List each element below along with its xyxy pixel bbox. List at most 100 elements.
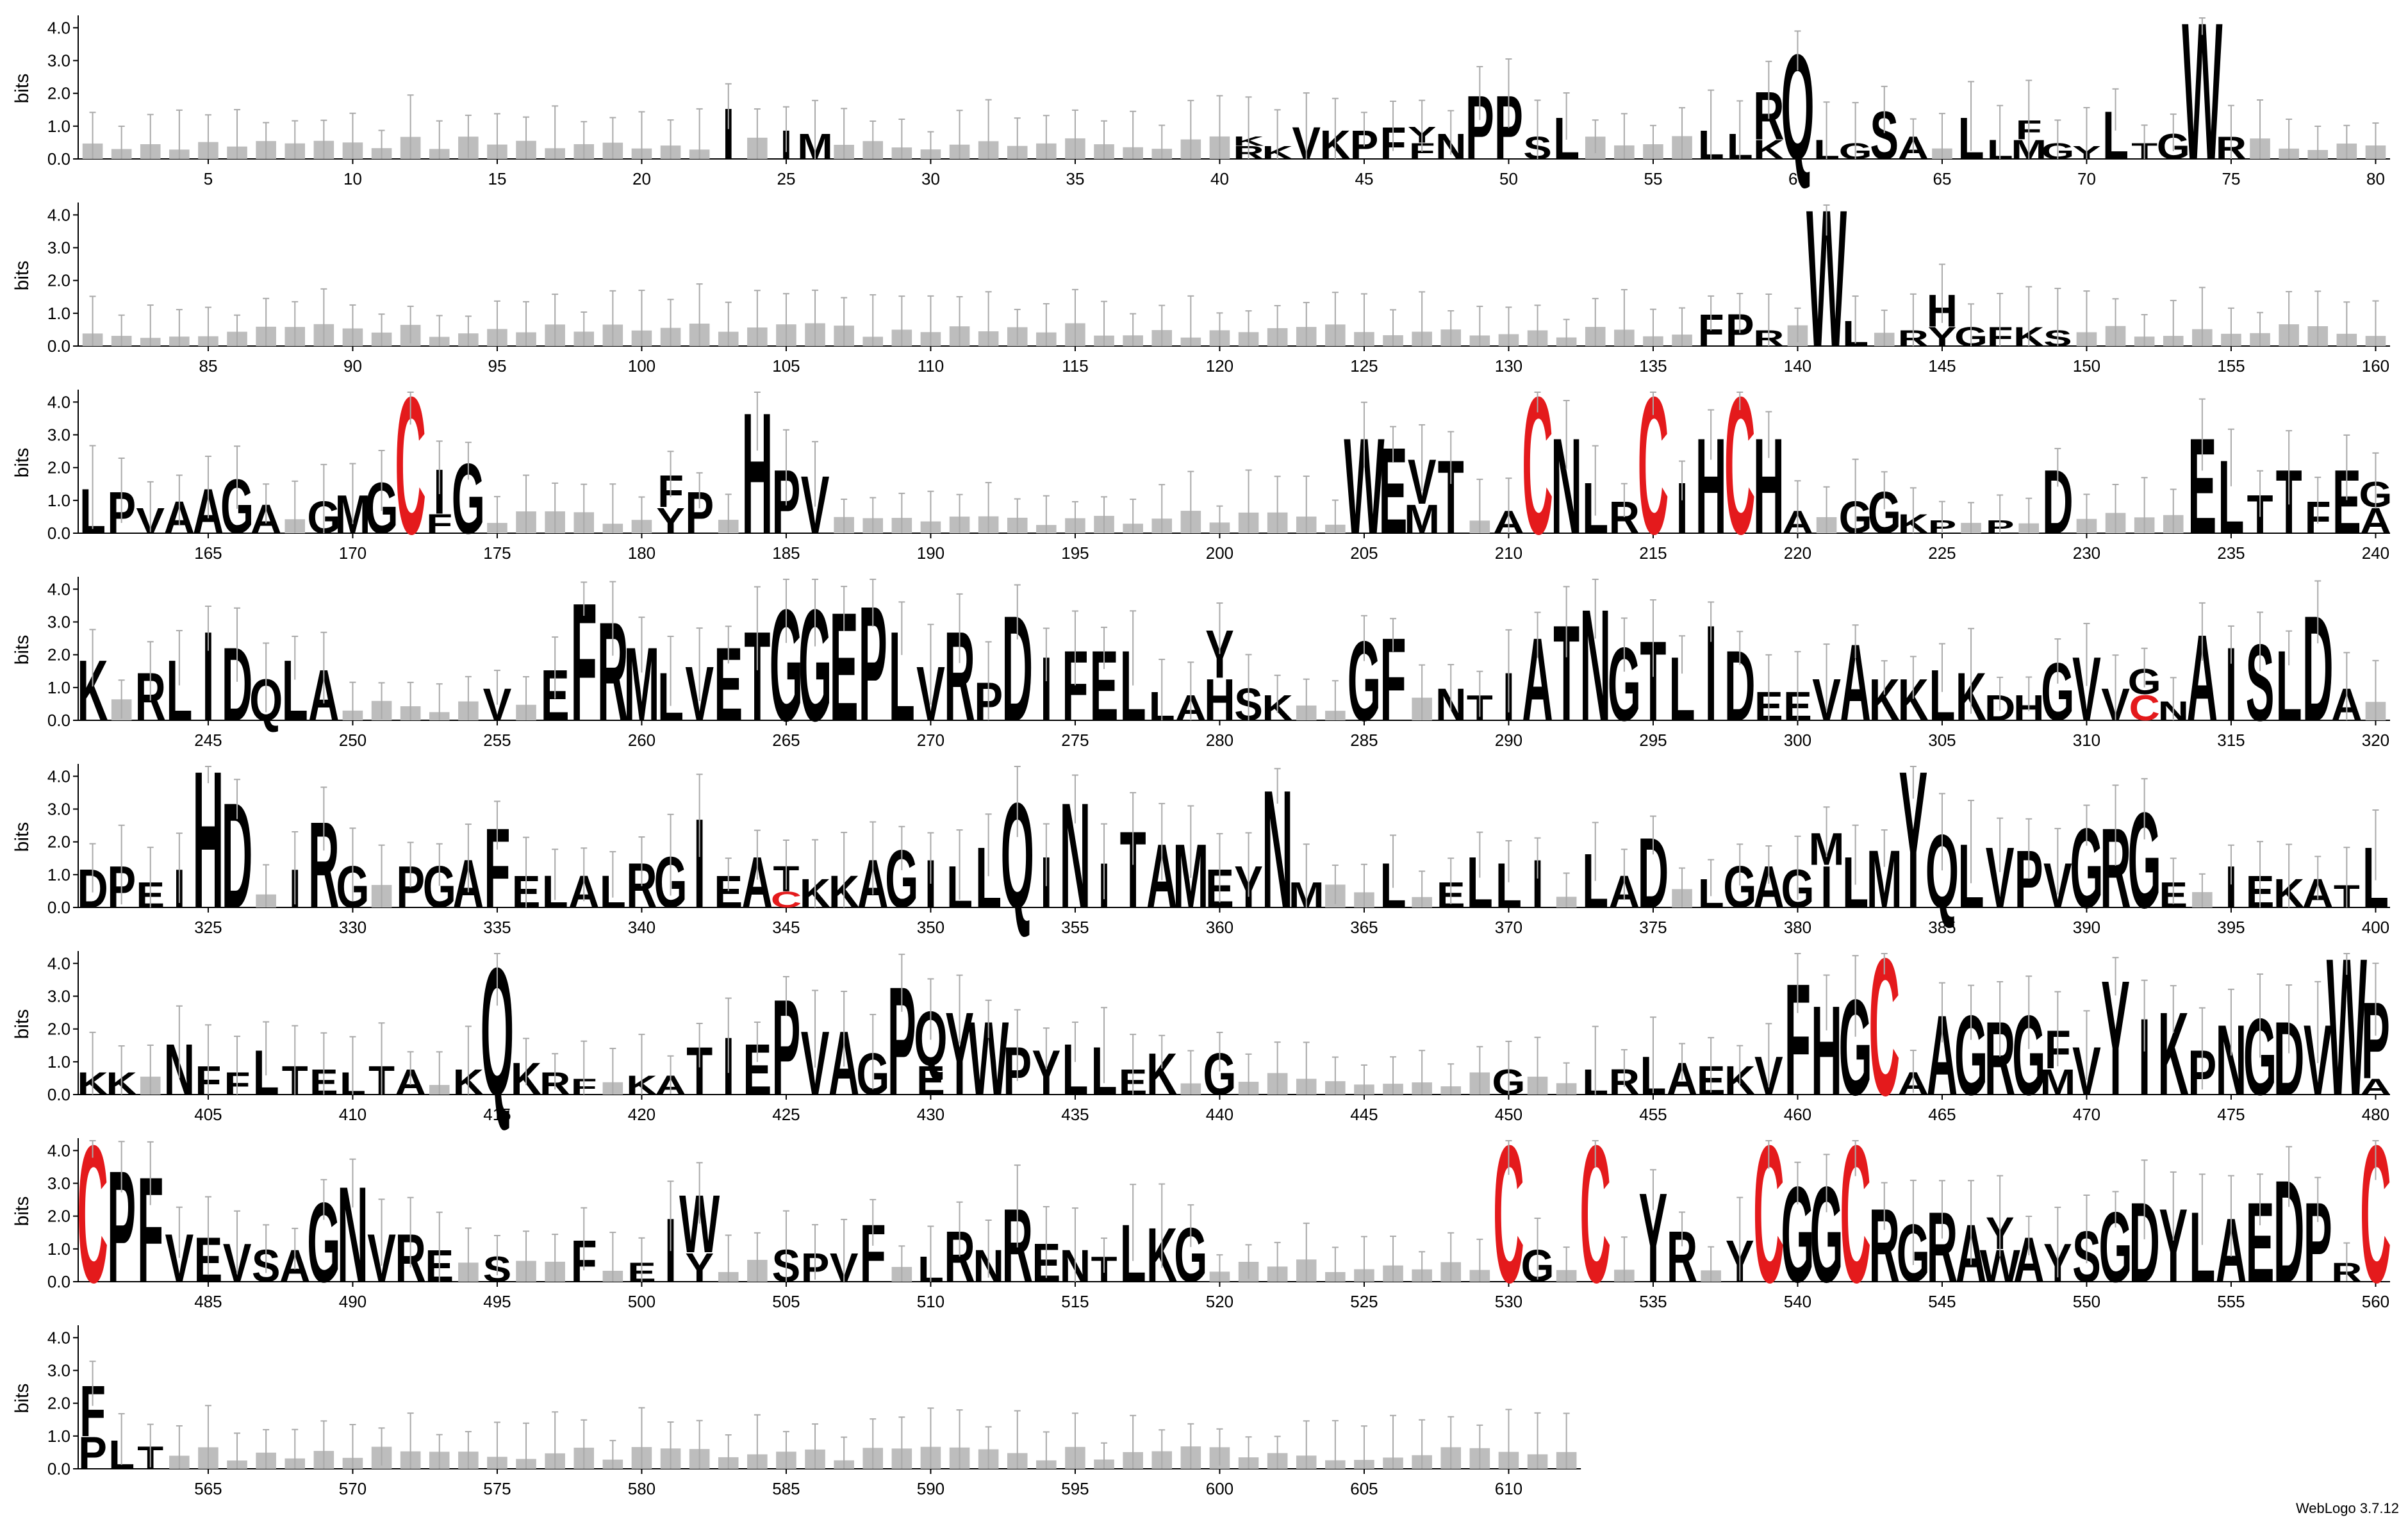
x-tick-label: 360 xyxy=(1206,918,1233,937)
x-tick-label: 285 xyxy=(1350,731,1378,750)
x-tick-label: 60 xyxy=(1788,169,1807,188)
x-tick-label: 270 xyxy=(917,731,944,750)
x-tick-label: 20 xyxy=(632,169,651,188)
x-tick-label: 515 xyxy=(1061,1292,1089,1311)
x-tick-label: 5 xyxy=(204,169,213,188)
x-tick-label: 195 xyxy=(1061,543,1089,563)
y-tick-label: 2.0 xyxy=(47,832,70,852)
x-tick-label: 380 xyxy=(1784,918,1811,937)
x-tick-label: 370 xyxy=(1495,918,1522,937)
x-tick-label: 240 xyxy=(2362,543,2389,563)
logo-letter-C: C xyxy=(771,887,802,913)
y-tick-label: 1.0 xyxy=(47,304,70,323)
logo-letter-I: I xyxy=(722,94,734,175)
x-tick-label: 290 xyxy=(1495,731,1522,750)
logo-letter-M: M xyxy=(2040,1063,2075,1103)
x-tick-label: 475 xyxy=(2217,1105,2245,1124)
x-tick-label: 430 xyxy=(917,1105,944,1124)
y-tick-label: 2.0 xyxy=(47,271,70,290)
x-tick-label: 115 xyxy=(1062,356,1088,376)
y-axis-label: bits xyxy=(12,448,33,478)
x-tick-label: 325 xyxy=(194,918,222,937)
logo-letter-Y: Y xyxy=(685,1245,714,1290)
x-tick-label: 580 xyxy=(628,1479,656,1498)
x-tick-label: 395 xyxy=(2217,918,2245,937)
x-tick-label: 310 xyxy=(2073,731,2100,750)
x-tick-label: 405 xyxy=(194,1105,222,1124)
x-tick-label: 150 xyxy=(2073,356,2100,376)
logo-letter-H: H xyxy=(193,731,224,949)
x-tick-label: 65 xyxy=(1933,169,1951,188)
x-tick-label: 340 xyxy=(628,918,656,937)
x-tick-label: 520 xyxy=(1206,1292,1233,1311)
x-tick-label: 455 xyxy=(1639,1105,1667,1124)
logo-letter-I: I xyxy=(1705,597,1717,749)
x-tick-label: 85 xyxy=(199,356,217,376)
x-tick-label: 40 xyxy=(1210,169,1229,188)
x-tick-label: 600 xyxy=(1206,1479,1233,1498)
logo-letter-F: F xyxy=(426,508,452,539)
logo-letter-I: I xyxy=(202,606,215,748)
x-tick-label: 135 xyxy=(1639,356,1667,376)
x-tick-label: 365 xyxy=(1350,918,1378,937)
logo-letter-I: I xyxy=(1531,845,1544,922)
x-tick-label: 145 xyxy=(1928,356,1956,376)
logo-letter-C: C xyxy=(1869,918,1900,1136)
x-tick-label: 95 xyxy=(488,356,506,376)
x-tick-label: 435 xyxy=(1061,1105,1089,1124)
x-tick-label: 575 xyxy=(483,1479,511,1498)
logo-letter-Y: Y xyxy=(1928,321,1957,352)
y-tick-label: 3.0 xyxy=(47,426,70,445)
x-tick-label: 140 xyxy=(1784,356,1811,376)
x-tick-label: 295 xyxy=(1639,731,1667,750)
y-axis-label: bits xyxy=(12,1196,33,1227)
x-tick-label: 480 xyxy=(2362,1105,2389,1124)
y-tick-label: 2.0 xyxy=(47,1394,70,1413)
x-tick-label: 25 xyxy=(777,169,795,188)
x-tick-label: 80 xyxy=(2366,169,2385,188)
y-tick-label: 4.0 xyxy=(47,18,70,37)
logo-letter-I: I xyxy=(2225,626,2238,743)
y-tick-label: 4.0 xyxy=(47,579,70,599)
y-tick-label: 4.0 xyxy=(47,205,70,224)
x-tick-label: 305 xyxy=(1928,731,1956,750)
y-tick-label: 3.0 xyxy=(47,1361,70,1380)
y-tick-label: 2.0 xyxy=(47,458,70,477)
logo-letter-C: C xyxy=(1724,356,1755,575)
y-axis-label: bits xyxy=(12,822,33,852)
weblogo-credit: WebLogo 3.7.12 xyxy=(2295,1500,2399,1516)
x-tick-label: 250 xyxy=(339,731,367,750)
logo-letter-I: I xyxy=(1041,638,1053,740)
y-tick-label: 2.0 xyxy=(47,84,70,103)
y-tick-label: 4.0 xyxy=(47,1328,70,1347)
x-tick-label: 280 xyxy=(1206,731,1233,750)
logo-letter-P: P xyxy=(78,1427,107,1478)
y-tick-label: 4.0 xyxy=(47,392,70,411)
x-tick-label: 45 xyxy=(1355,169,1373,188)
y-tick-label: 0.0 xyxy=(47,149,70,169)
x-tick-label: 540 xyxy=(1784,1292,1811,1311)
x-tick-label: 75 xyxy=(2222,169,2240,188)
x-tick-label: 330 xyxy=(339,918,367,937)
x-tick-label: 190 xyxy=(917,543,944,563)
x-tick-label: 90 xyxy=(343,356,362,376)
y-tick-label: 1.0 xyxy=(47,1427,70,1446)
y-tick-label: 4.0 xyxy=(47,1141,70,1160)
x-tick-label: 470 xyxy=(2073,1105,2100,1124)
y-tick-label: 3.0 xyxy=(47,51,70,70)
y-tick-label: 3.0 xyxy=(47,1174,70,1193)
logo-letter-H: H xyxy=(1204,668,1235,734)
y-axis-label: bits xyxy=(12,74,33,104)
x-tick-label: 165 xyxy=(194,543,222,563)
y-tick-label: 1.0 xyxy=(47,865,70,884)
x-tick-label: 385 xyxy=(1928,918,1956,937)
y-tick-label: 1.0 xyxy=(47,117,70,136)
logo-letter-C: C xyxy=(1840,1105,1870,1323)
x-tick-label: 595 xyxy=(1061,1479,1089,1498)
y-tick-label: 0.0 xyxy=(47,711,70,730)
